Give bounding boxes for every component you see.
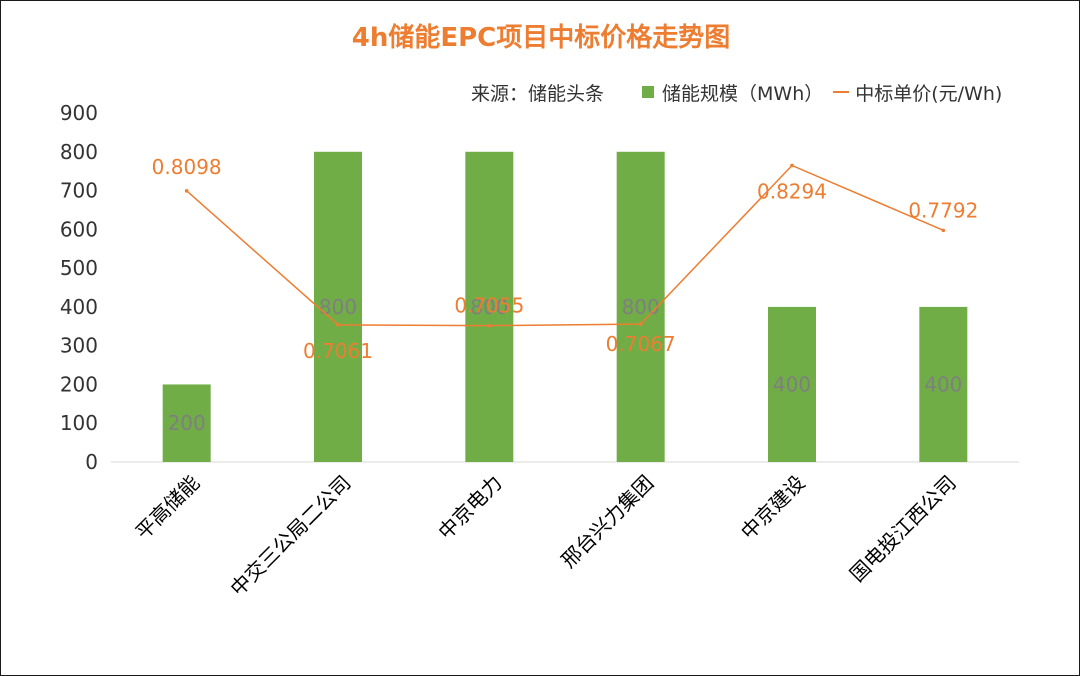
y-tick-label: 600 [60,217,98,241]
bar-legend-label: 储能规模（MWh） [662,82,824,105]
y-tick-label: 700 [60,179,98,203]
price-point [638,322,643,326]
y-tick-label: 900 [60,101,98,125]
price-value-label: 0.8294 [757,179,827,203]
x-tick-label: 国电投江西公司 [845,471,961,587]
x-tick-label: 中交三公局二公司 [225,471,355,601]
chart-title: 4h储能EPC项目中标价格走势图 [351,23,731,53]
bar-value-label: 400 [773,372,811,396]
bar-value-label: 800 [319,295,357,319]
price-value-label: 0.7067 [606,332,676,356]
price-point [184,189,189,193]
bar [465,151,514,462]
price-value-labels: 0.8098 0.7061 0.7055 0.7067 0.8294 0.7792 [152,155,979,363]
y-tick-label: 500 [60,256,98,280]
y-tick-label: 800 [60,140,98,164]
bar-value-label: 400 [924,372,962,396]
x-tick-label: 平高储能 [131,471,205,545]
bar-value-label: 800 [622,295,660,319]
y-axis: 0 100 200 300 400 500 600 700 800 900 [60,101,98,474]
y-tick-label: 200 [60,372,98,396]
bar-value-labels: 200 800 800 800 400 400 [168,295,963,435]
bar [919,306,968,462]
price-point [941,228,946,233]
bar [314,151,362,462]
x-tick-label: 中京电力 [433,471,507,545]
price-value-label: 0.8098 [152,155,222,179]
price-value-label: 0.7792 [908,198,978,222]
y-tick-label: 100 [60,411,98,435]
x-tick-label: 中京建设 [736,471,810,545]
legend: 来源：储能头条 储能规模（MWh） 中标单价(元/Wh) [471,79,1002,105]
x-tick-label: 邢台兴力集团 [556,471,658,573]
bar-series [162,151,968,462]
line-legend-swatch [833,91,850,93]
price-line-series [184,163,946,328]
y-tick-label: 300 [60,334,98,358]
bar-value-label: 200 [168,411,206,435]
y-tick-label: 0 [85,450,98,474]
price-point [790,163,794,168]
price-point [336,323,340,327]
bar-legend-swatch [642,86,655,98]
price-line [186,164,944,327]
line-legend-label: 中标单价(元/Wh) [855,82,1003,105]
y-tick-label: 400 [60,295,98,319]
bar-value-label: 800 [470,295,508,319]
price-value-label: 0.7055 [454,294,524,318]
source-note: 来源：储能头条 [471,82,605,105]
bar [162,384,211,462]
x-axis-labels: 平高储能 中交三公局二公司 中京电力 邢台兴力集团 中京建设 国电投江西公司 [131,471,961,601]
price-value-label: 0.7061 [303,339,373,363]
bar [768,306,816,462]
price-point [487,323,492,328]
